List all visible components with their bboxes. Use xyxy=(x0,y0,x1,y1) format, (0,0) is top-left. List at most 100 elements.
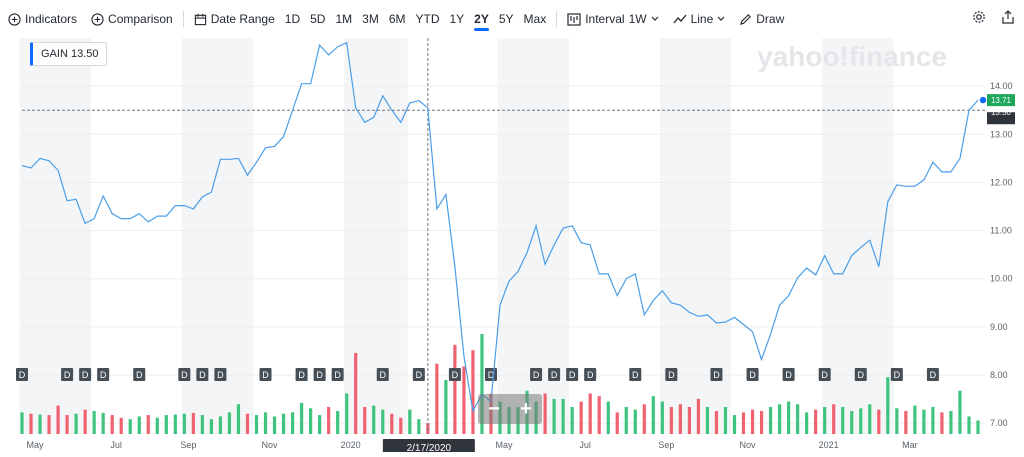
volume-bar xyxy=(759,411,764,434)
dividend-marker: D xyxy=(79,368,92,381)
crosshair-date-label: 2/17/2020 xyxy=(382,439,475,455)
range-button-max[interactable]: Max xyxy=(523,12,547,26)
range-button-1y[interactable]: 1Y xyxy=(449,12,465,26)
volume-bar xyxy=(796,404,800,434)
range-button-6m[interactable]: 6M xyxy=(388,12,406,26)
share-icon[interactable] xyxy=(1002,10,1014,24)
dividend-marker-label: D xyxy=(100,370,107,380)
dividend-marker-box xyxy=(665,368,678,381)
dividend-marker-box xyxy=(97,368,110,381)
dividend-marker-box xyxy=(214,368,227,381)
comparison-button[interactable]: Comparison xyxy=(91,12,173,26)
chart-toolbar: Indicators Comparison Date Range 1D 5D 1M 3… xyxy=(0,0,1024,38)
plus-circle-icon xyxy=(91,12,104,26)
x-tick-label: May xyxy=(27,440,45,450)
volume-bar xyxy=(705,406,710,434)
dividend-marker-label: D xyxy=(785,370,792,380)
dividend-marker: D xyxy=(926,368,939,381)
volume-bar xyxy=(65,415,69,434)
date-range-button[interactable]: Date Range xyxy=(194,12,275,26)
range-selector: 1D 5D 1M 3M 6M YTD 1Y 2Y 5Y Max xyxy=(275,12,547,31)
dividend-marker-label: D xyxy=(181,370,188,380)
zoom-in-button[interactable]: + xyxy=(520,398,532,420)
volume-bar xyxy=(444,379,448,434)
volume-bar xyxy=(633,409,637,434)
indicators-button[interactable]: Indicators xyxy=(8,12,77,26)
range-button-1m[interactable]: 1M xyxy=(335,12,353,26)
pencil-icon xyxy=(739,13,752,26)
dividend-marker-box xyxy=(331,368,344,381)
range-button-5y[interactable]: 5Y xyxy=(498,12,514,26)
volume-bar xyxy=(471,350,475,434)
volume-bar xyxy=(976,420,980,434)
dividend-marker-box xyxy=(890,368,903,381)
volume-bar xyxy=(967,416,971,434)
series-legend[interactable]: GAIN 13.50 xyxy=(30,42,108,66)
volume-bar xyxy=(714,411,719,434)
volume-bar xyxy=(417,419,421,434)
interval-button[interactable]: Interval 1W xyxy=(567,12,659,26)
volume-bar xyxy=(164,415,168,434)
volume-bar xyxy=(958,390,962,434)
volume-bar xyxy=(588,393,592,434)
dividend-marker-label: D xyxy=(713,370,720,380)
volume-bar xyxy=(155,417,159,434)
volume-bar xyxy=(128,419,132,434)
dividend-marker-box xyxy=(566,368,579,381)
volume-bar xyxy=(480,334,484,434)
chart-type-button[interactable]: Line xyxy=(673,12,726,26)
dividend-marker: D xyxy=(16,368,28,381)
x-tick-label: Nov xyxy=(740,440,757,450)
volume-bar xyxy=(940,412,944,434)
volume-bar xyxy=(119,417,123,434)
volume-bar xyxy=(399,417,403,434)
range-button-5d[interactable]: 5D xyxy=(310,12,326,26)
volume-bar xyxy=(823,406,827,434)
zoom-out-button[interactable]: − xyxy=(488,398,500,420)
chart-area[interactable]: yahoo!finance D D D D D D D D D D D D D D D D D D D D D D D D D D… xyxy=(0,38,1024,455)
volume-bar xyxy=(741,412,746,434)
y-tick-label: 11.00 xyxy=(990,226,1012,236)
draw-button[interactable]: Draw xyxy=(739,12,784,26)
chevron-down-icon xyxy=(651,16,659,22)
x-axis-ticks: May Jul Sep Nov 2020 May Jul Sep Nov 2021 Mar xyxy=(27,440,918,450)
plus-circle-icon xyxy=(8,12,21,26)
volume-bar xyxy=(453,344,457,434)
volume-bar xyxy=(877,409,881,434)
dividend-marker: D xyxy=(376,368,389,381)
gear-icon[interactable] xyxy=(972,10,986,24)
dividend-marker-label: D xyxy=(19,370,26,380)
volume-bar xyxy=(777,404,782,434)
dividend-marker: D xyxy=(548,368,561,381)
volume-bar xyxy=(642,404,646,434)
volume-bar xyxy=(390,413,394,434)
volume-bar xyxy=(868,404,872,434)
dividend-marker-box xyxy=(448,368,461,381)
y-tick-label: 14.00 xyxy=(990,81,1013,91)
range-button-3m[interactable]: 3M xyxy=(362,12,379,26)
volume-bar xyxy=(74,413,78,434)
volume-bar xyxy=(886,377,890,434)
dividend-marker-box xyxy=(259,368,272,381)
candles-icon xyxy=(567,12,581,26)
price-chart[interactable]: yahoo!finance D D D D D D D D D D D D D D D D D D D D D D D D D D… xyxy=(0,38,1024,455)
line-chart-icon xyxy=(673,14,687,25)
volume-bar xyxy=(363,406,367,434)
volume-bar xyxy=(949,411,953,434)
volume-bar xyxy=(173,414,177,434)
dividend-marker-label: D xyxy=(894,370,901,380)
range-button-2y[interactable]: 2Y xyxy=(474,12,489,31)
x-tick-label: May xyxy=(495,440,513,450)
range-button-1d[interactable]: 1D xyxy=(284,12,301,26)
dividend-marker-box xyxy=(629,368,642,381)
x-tick-label: 2020 xyxy=(341,440,361,450)
volume-bar xyxy=(354,352,358,434)
dividend-marker: D xyxy=(313,368,326,381)
dividend-marker-box xyxy=(746,368,759,381)
range-button-ytd[interactable]: YTD xyxy=(415,12,440,26)
dividend-marker-label: D xyxy=(930,370,937,380)
volume-bar xyxy=(209,419,213,434)
dividend-marker-label: D xyxy=(380,370,387,380)
dividend-marker-label: D xyxy=(64,370,71,380)
